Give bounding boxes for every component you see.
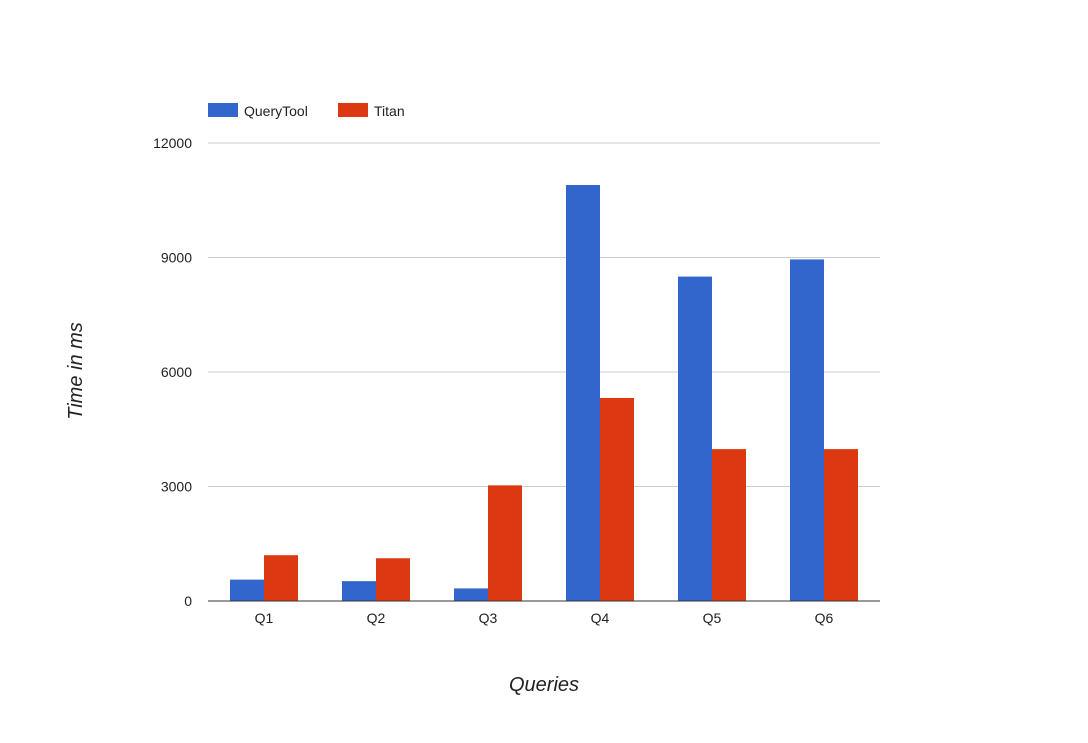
legend-label-querytool: QueryTool [244,103,308,119]
x-tick-label: Q1 [255,610,274,626]
y-tick-label: 3000 [161,479,192,495]
y-tick-label: 12000 [153,135,192,151]
y-axis-title: Time in ms [65,322,87,420]
bars [230,184,858,601]
bar-querytool-q3 [454,588,488,601]
bar-querytool-q2 [342,581,376,601]
x-axis-tick-labels: Q1 Q2 Q3 Q4 Q5 Q6 [255,610,834,626]
bar-titan-q1 [264,555,298,601]
legend-swatch-titan [338,103,368,117]
x-tick-label: Q6 [815,610,834,626]
y-axis-tick-labels: 0 3000 6000 9000 12000 [153,135,192,609]
y-tick-label: 9000 [161,250,192,266]
x-tick-label: Q3 [479,610,498,626]
gridlines [208,142,880,487]
bar-querytool-q6 [790,259,824,601]
x-tick-label: Q5 [703,610,722,626]
bar-titan-q3 [488,485,522,601]
bar-querytool-q5 [678,276,712,601]
y-tick-label: 0 [184,593,192,609]
y-tick-label: 6000 [161,364,192,380]
bar-querytool-q4 [566,184,600,601]
bar-titan-q2 [376,558,410,601]
bar-titan-q4 [600,397,634,601]
legend-label-titan: Titan [374,103,405,119]
x-tick-label: Q4 [591,610,610,626]
bar-querytool-q1 [230,579,264,601]
bar-titan-q5 [712,449,746,601]
bar-titan-q6 [824,449,858,601]
x-axis-title: Queries [509,674,579,696]
legend: QueryTool Titan [208,103,405,119]
legend-swatch-querytool [208,103,238,117]
x-tick-label: Q2 [367,610,386,626]
